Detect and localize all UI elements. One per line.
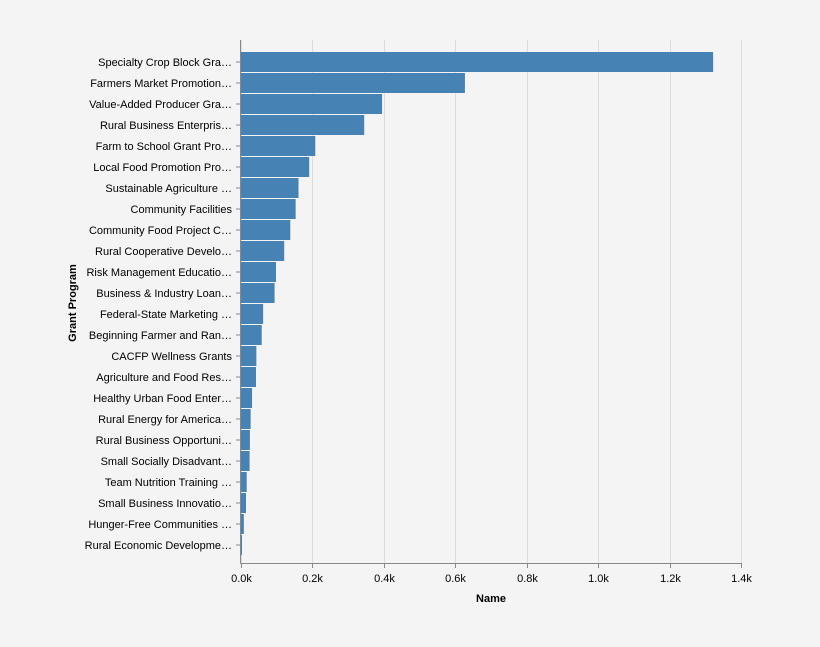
x-tick-label: 1.2k	[660, 573, 681, 585]
y-tick-label: Community Food Project C…	[89, 225, 232, 237]
bar[interactable]	[241, 430, 250, 450]
bar[interactable]	[241, 52, 714, 72]
bar[interactable]	[241, 73, 465, 93]
bar[interactable]	[241, 283, 275, 303]
y-tick-label: Team Nutrition Training …	[105, 477, 232, 489]
bar[interactable]	[241, 346, 257, 366]
bar[interactable]	[241, 136, 316, 156]
y-tick-label: Farmers Market Promotion…	[90, 78, 232, 90]
bar[interactable]	[241, 409, 251, 429]
bar[interactable]	[241, 199, 296, 219]
x-tick-label: 1.0k	[588, 573, 609, 585]
y-tick-label: CACFP Wellness Grants	[111, 351, 232, 363]
bar[interactable]	[241, 388, 253, 408]
y-tick-label: Rural Energy for America…	[98, 414, 232, 426]
x-tick-label: 0.6k	[445, 573, 466, 585]
y-tick-label: Business & Industry Loan…	[96, 288, 232, 300]
y-tick-label: Specialty Crop Block Gra…	[98, 57, 232, 69]
bar[interactable]	[241, 367, 256, 387]
x-tick-label: 0.0k	[231, 573, 252, 585]
bar[interactable]	[241, 535, 242, 555]
y-tick-label: Rural Business Enterpris…	[100, 120, 232, 132]
y-tick-label: Farm to School Grant Pro…	[96, 141, 232, 153]
y-tick-label: Rural Economic Developme…	[85, 540, 232, 552]
bar[interactable]	[241, 115, 365, 135]
x-tick-label: 0.2k	[302, 573, 323, 585]
bar[interactable]	[241, 325, 262, 345]
bar-layer	[241, 52, 714, 555]
axis-layer: 0.0k 0.2k 0.4k 0.6k 0.8k 1.0k 1.2k 1.4k Specialt…	[85, 40, 752, 585]
y-tick-label: Risk Management Educatio…	[86, 267, 232, 279]
bar[interactable]	[241, 241, 285, 261]
y-tick-label: Small Socially Disadvant…	[101, 456, 232, 468]
y-tick-label: Community Facilities	[131, 204, 233, 216]
bar[interactable]	[241, 220, 291, 240]
x-tick-label: 0.8k	[517, 573, 538, 585]
bar[interactable]	[241, 157, 310, 177]
bar[interactable]	[241, 514, 244, 534]
bar[interactable]	[241, 94, 383, 114]
y-tick-label: Hunger-Free Communities …	[88, 519, 232, 531]
bar[interactable]	[241, 178, 299, 198]
y-axis-title: Grant Program	[67, 264, 79, 342]
x-axis-title: Name	[476, 593, 506, 605]
x-tick-label: 1.4k	[731, 573, 752, 585]
bar[interactable]	[241, 493, 246, 513]
bar[interactable]	[241, 472, 247, 492]
bar[interactable]	[241, 451, 250, 471]
y-tick-label: Federal-State Marketing …	[100, 309, 232, 321]
y-tick-label: Agriculture and Food Res…	[96, 372, 232, 384]
y-tick-label: Sustainable Agriculture …	[105, 183, 232, 195]
y-tick-label: Value-Added Producer Gra…	[89, 99, 232, 111]
bar[interactable]	[241, 304, 264, 324]
x-tick-label: 0.4k	[374, 573, 395, 585]
y-tick-label: Beginning Farmer and Ran…	[89, 330, 232, 342]
y-tick-label: Rural Business Opportuni…	[96, 435, 232, 447]
y-tick-label: Rural Cooperative Develo…	[95, 246, 232, 258]
y-tick-label: Local Food Promotion Pro…	[93, 162, 232, 174]
bar[interactable]	[241, 262, 276, 282]
y-tick-label: Small Business Innovatio…	[98, 498, 232, 510]
y-tick-label: Healthy Urban Food Enter…	[93, 393, 232, 405]
